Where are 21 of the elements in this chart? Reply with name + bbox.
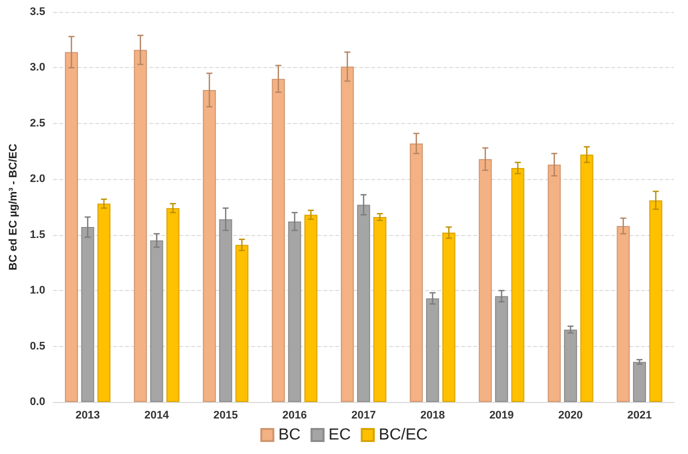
x-tick-label: 2017 xyxy=(351,410,376,422)
x-tick-label: 2019 xyxy=(489,410,514,422)
x-tick-label: 2018 xyxy=(420,410,445,422)
y-tick-label: 3.0 xyxy=(30,62,46,74)
x-tick-label: 2015 xyxy=(213,410,238,422)
y-tick-label: 2.5 xyxy=(30,117,46,130)
y-tick-label: 1.5 xyxy=(30,228,46,241)
legend-label: BC xyxy=(278,426,301,444)
y-tick-label: 0.5 xyxy=(30,340,46,352)
legend-label: EC xyxy=(328,426,351,444)
y-axis-title: BC ed EC µg/m³ - BC/EC xyxy=(8,144,20,270)
x-tick-label: 2021 xyxy=(627,410,652,422)
legend-label: BC/EC xyxy=(378,426,428,444)
x-tick-label: 2014 xyxy=(144,410,170,422)
y-tick-label: 2.0 xyxy=(30,173,46,186)
x-tick-label: 2016 xyxy=(282,410,307,422)
y-tick-label: 3.5 xyxy=(30,6,46,18)
y-tick-label: 0.0 xyxy=(30,396,46,408)
y-tick-label: 1.0 xyxy=(30,284,46,297)
x-tick-label: 2020 xyxy=(558,410,583,422)
x-tick-label: 2013 xyxy=(75,410,100,422)
